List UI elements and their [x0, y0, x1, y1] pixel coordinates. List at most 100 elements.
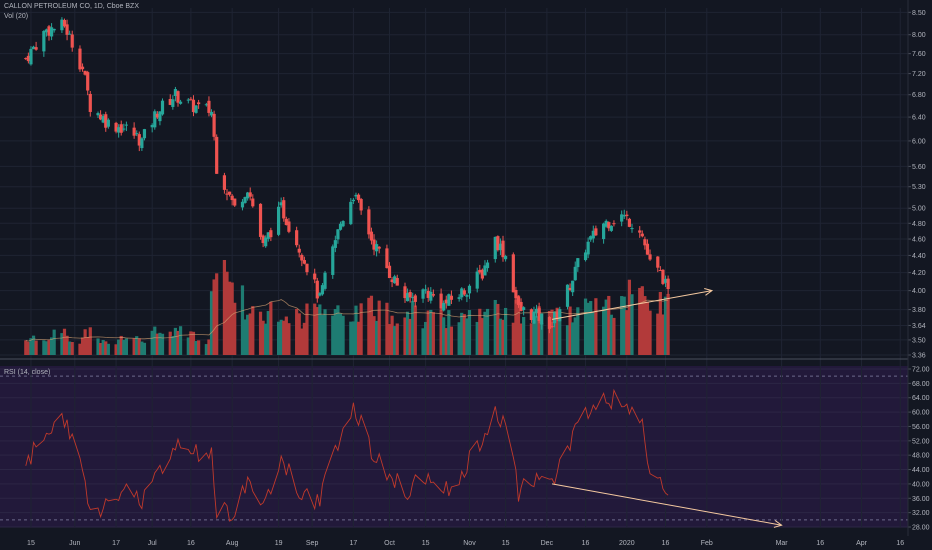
volume-bar [565, 325, 570, 355]
volume-bar [483, 311, 487, 355]
volume-bar [336, 305, 340, 355]
volume-bar [591, 312, 595, 355]
price-tick-label: 3.50 [912, 337, 926, 344]
candle-body [565, 284, 570, 307]
volume-bar [630, 294, 634, 355]
volume-bar [359, 303, 363, 355]
volume-bar [356, 321, 361, 355]
candle-body [47, 26, 51, 36]
volume-bar [390, 315, 394, 355]
candle-body [408, 292, 412, 298]
price-tick-label: 3.64 [912, 323, 926, 330]
candle-body [607, 222, 611, 229]
volume-bar [602, 306, 606, 355]
price-tick-label: 4.40 [912, 253, 926, 260]
candle-body [594, 228, 598, 236]
candle-body [24, 58, 28, 60]
price-tick-label: 4.60 [912, 237, 926, 244]
candle-body [297, 248, 301, 253]
volume-bar [300, 328, 304, 355]
time-tick-label: Dec [541, 540, 554, 547]
candle-body [645, 243, 650, 255]
candle-body [279, 202, 283, 206]
volume-bar [625, 310, 629, 355]
rsi-tick-label: 68.00 [912, 381, 930, 388]
rsi-trendline-head [773, 520, 783, 528]
volume-bar [282, 320, 286, 355]
time-tick-label: 16 [187, 540, 195, 547]
volume-bar [171, 336, 175, 355]
volume-bar [212, 279, 216, 355]
volume-bar [439, 309, 443, 355]
candle-body [648, 254, 652, 260]
candle-body [658, 270, 662, 272]
price-tick-label: 5.30 [912, 184, 926, 191]
volume-bar [65, 335, 69, 355]
candle-body [483, 265, 487, 276]
volume-bar [385, 302, 389, 355]
volume-bar [395, 323, 399, 355]
time-tick-label: 19 [275, 540, 283, 547]
time-tick-label: 16 [582, 540, 590, 547]
time-tick-label: Jul [148, 540, 157, 547]
volume-bar [209, 291, 214, 355]
candle-body [227, 191, 232, 195]
price-tick-label: 6.80 [912, 92, 926, 99]
candle-body [315, 280, 319, 299]
grid [0, 8, 908, 528]
volume-bar [47, 340, 51, 355]
volume-bar [106, 343, 110, 355]
volume-bar [475, 321, 479, 355]
candle-body [395, 278, 399, 286]
volume-bar [243, 319, 247, 355]
volume-bar [462, 314, 466, 355]
candle-body [171, 99, 175, 107]
candle-body [609, 225, 613, 231]
volume-bar [375, 320, 379, 355]
volume-bar [34, 340, 38, 355]
candle-body [656, 256, 660, 268]
candle-body [465, 295, 469, 297]
candle-body [65, 24, 69, 35]
volume-legend[interactable]: Vol (20) [4, 13, 29, 20]
rsi-line [25, 388, 669, 522]
volume-bar [114, 344, 118, 355]
volume-bar [377, 300, 381, 355]
volume-bar [320, 314, 325, 355]
candle-body [266, 232, 270, 239]
volume-bar [503, 307, 508, 355]
candle-body [243, 197, 247, 203]
volume-bar [204, 344, 208, 355]
price-tick-label: 3.80 [912, 307, 926, 314]
candle-body [287, 221, 291, 232]
candle-body [248, 192, 252, 197]
volume-bar [295, 308, 299, 355]
volume-bar [656, 313, 660, 355]
time-tick-label: Feb [701, 540, 713, 547]
time-tick-label: 2020 [619, 540, 635, 547]
candle-body [390, 279, 394, 283]
candle-body [356, 194, 361, 201]
candle-body [421, 289, 425, 299]
candle-body [233, 198, 237, 206]
candle-body [336, 229, 340, 240]
symbol-legend[interactable]: CALLON PETROLEUM CO, 1D, Cboe BZX [4, 3, 139, 10]
candle-body [439, 293, 443, 309]
volume-bar [519, 323, 523, 355]
x-axis: 15 Jun 17 Jul 16 Aug 19 Sep 17 Oct 15 Nov 15 Dec 16 202… [27, 540, 904, 547]
candle-body [498, 243, 503, 251]
candle-body [215, 136, 219, 174]
volume-bar [354, 305, 358, 355]
rsi-legend[interactable]: RSI (14, close) [4, 369, 51, 376]
candle-body [393, 276, 397, 284]
rsi-tick-label: 36.00 [912, 496, 930, 503]
volume-bar [369, 295, 374, 355]
volume-bar [558, 315, 562, 355]
volume-bar [60, 333, 64, 355]
candle-body [589, 236, 593, 240]
candle-body [571, 280, 575, 293]
candle-body [114, 122, 118, 132]
candle-body [387, 265, 392, 279]
candle-body [132, 127, 136, 136]
candle-body [553, 312, 557, 324]
